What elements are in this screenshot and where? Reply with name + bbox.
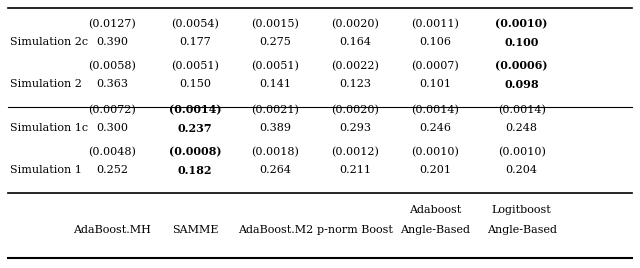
Text: 0.164: 0.164 [339, 37, 371, 47]
Text: 0.201: 0.201 [419, 165, 451, 175]
Text: (0.0008): (0.0008) [169, 147, 221, 158]
Text: 0.389: 0.389 [259, 123, 291, 133]
Text: 0.264: 0.264 [259, 165, 291, 175]
Text: (0.0006): (0.0006) [495, 61, 548, 72]
Text: (0.0010): (0.0010) [498, 147, 545, 157]
Text: (0.0058): (0.0058) [88, 61, 136, 71]
Text: (0.0010): (0.0010) [412, 147, 459, 157]
Text: (0.0020): (0.0020) [332, 19, 379, 29]
Text: (0.0007): (0.0007) [412, 61, 459, 71]
Text: 0.246: 0.246 [419, 123, 451, 133]
Text: (0.0018): (0.0018) [252, 147, 299, 157]
Text: 0.123: 0.123 [339, 79, 371, 89]
Text: AdaBoost.M2: AdaBoost.M2 [237, 225, 313, 235]
Text: Angle-Based: Angle-Based [400, 225, 470, 235]
Text: (0.0021): (0.0021) [252, 105, 299, 115]
Text: (0.0015): (0.0015) [252, 19, 299, 29]
Text: 0.204: 0.204 [506, 165, 538, 175]
Text: Simulation 2: Simulation 2 [10, 79, 81, 89]
Text: 0.300: 0.300 [96, 123, 128, 133]
Text: (0.0012): (0.0012) [332, 147, 379, 157]
Text: 0.141: 0.141 [259, 79, 291, 89]
Text: 0.237: 0.237 [178, 122, 212, 133]
Text: (0.0011): (0.0011) [412, 19, 459, 29]
Text: AdaBoost.MH: AdaBoost.MH [73, 225, 151, 235]
Text: Simulation 2c: Simulation 2c [10, 37, 88, 47]
Text: 0.101: 0.101 [419, 79, 451, 89]
Text: 0.211: 0.211 [339, 165, 371, 175]
Text: 0.252: 0.252 [96, 165, 128, 175]
Text: 0.390: 0.390 [96, 37, 128, 47]
Text: (0.0054): (0.0054) [172, 19, 219, 29]
Text: Adaboost: Adaboost [409, 205, 461, 215]
Text: Logitboost: Logitboost [492, 205, 552, 215]
Text: 0.106: 0.106 [419, 37, 451, 47]
Text: (0.0014): (0.0014) [412, 105, 459, 115]
Text: (0.0010): (0.0010) [495, 18, 548, 29]
Text: 0.098: 0.098 [504, 79, 539, 90]
Text: (0.0014): (0.0014) [169, 105, 221, 116]
Text: p-norm Boost: p-norm Boost [317, 225, 393, 235]
Text: Simulation 1: Simulation 1 [10, 165, 81, 175]
Text: Simulation 1c: Simulation 1c [10, 123, 88, 133]
Text: (0.0051): (0.0051) [252, 61, 299, 71]
Text: (0.0127): (0.0127) [88, 19, 136, 29]
Text: SAMME: SAMME [172, 225, 218, 235]
Text: (0.0051): (0.0051) [172, 61, 219, 71]
Text: 0.363: 0.363 [96, 79, 128, 89]
Text: (0.0048): (0.0048) [88, 147, 136, 157]
Text: (0.0022): (0.0022) [332, 61, 379, 71]
Text: 0.177: 0.177 [179, 37, 211, 47]
Text: (0.0072): (0.0072) [88, 105, 136, 115]
Text: Angle-Based: Angle-Based [486, 225, 557, 235]
Text: 0.182: 0.182 [178, 165, 212, 176]
Text: (0.0014): (0.0014) [498, 105, 545, 115]
Text: 0.150: 0.150 [179, 79, 211, 89]
Text: 0.293: 0.293 [339, 123, 371, 133]
Text: 0.100: 0.100 [504, 36, 539, 47]
Text: 0.248: 0.248 [506, 123, 538, 133]
Text: 0.275: 0.275 [259, 37, 291, 47]
Text: (0.0020): (0.0020) [332, 105, 379, 115]
